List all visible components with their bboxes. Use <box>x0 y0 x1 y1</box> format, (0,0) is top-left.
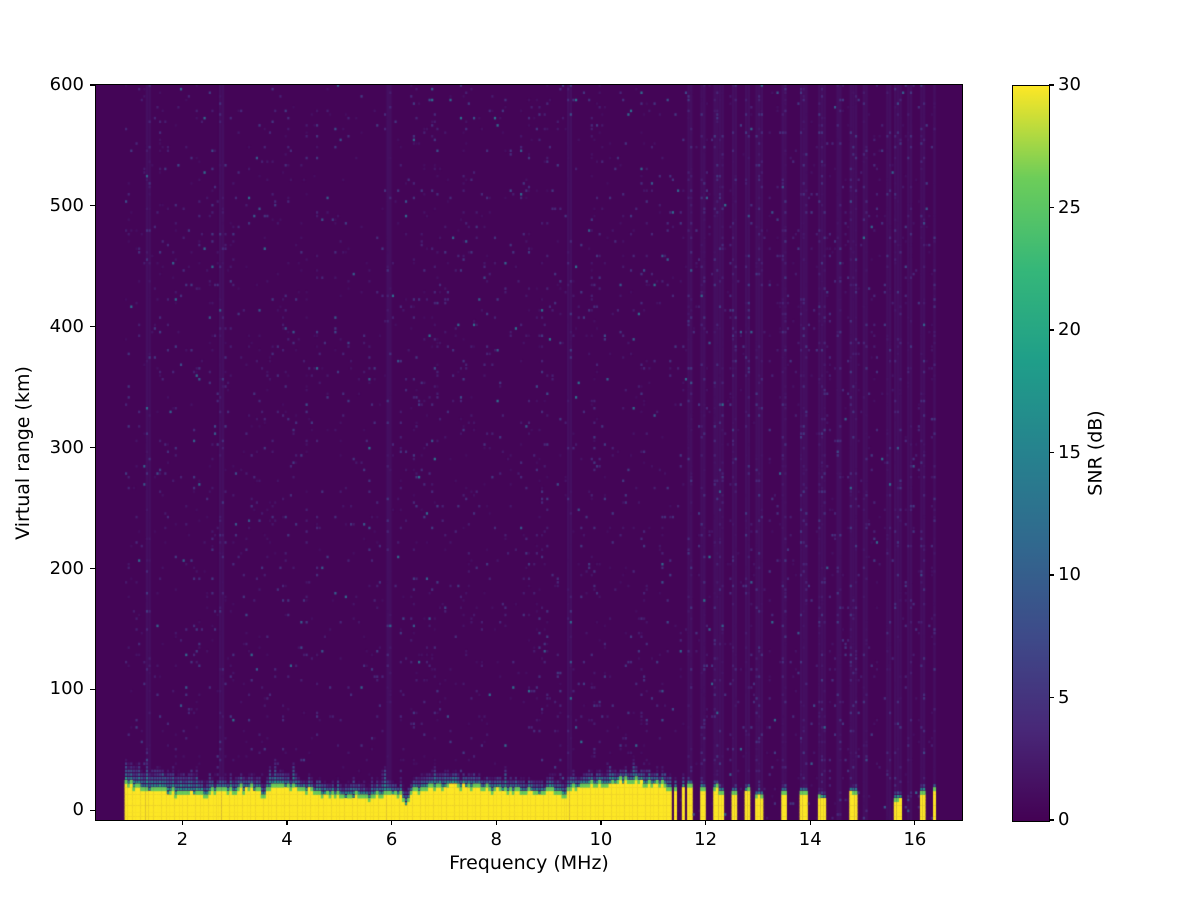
y-tick-label: 100 <box>49 678 84 700</box>
x-tick <box>286 820 288 825</box>
y-tick <box>90 326 96 328</box>
colorbar-tick <box>1049 574 1054 576</box>
colorbar-tick-label: 10 <box>1058 564 1081 585</box>
colorbar-tick-label: 20 <box>1058 319 1081 340</box>
y-tick-label: 0 <box>72 799 84 821</box>
ionogram-heatmap-canvas <box>96 85 962 820</box>
x-tick <box>705 820 707 825</box>
y-tick <box>90 447 96 449</box>
x-tick-label: 6 <box>385 829 398 850</box>
colorbar-label: SNR (dB) <box>1085 409 1107 496</box>
y-tick <box>90 688 96 691</box>
y-tick-label: 500 <box>49 194 84 216</box>
x-tick <box>495 820 497 825</box>
colorbar-tick-label: 15 <box>1058 441 1081 463</box>
y-tick <box>90 205 96 207</box>
colorbar-tick <box>1049 696 1054 699</box>
x-tick <box>181 820 183 825</box>
x-tick-label: 14 <box>798 829 822 850</box>
x-tick-label: 10 <box>589 829 613 850</box>
colorbar-tick <box>1049 206 1054 209</box>
colorbar-tick-label: 0 <box>1058 809 1070 830</box>
x-tick-label: 4 <box>281 829 293 850</box>
y-tick <box>90 567 96 570</box>
x-tick-label: 12 <box>694 829 718 850</box>
x-tick-label: 16 <box>903 829 927 850</box>
x-tick-label: 8 <box>490 829 502 850</box>
colorbar-tick-label: 25 <box>1058 196 1081 218</box>
colorbar-tick-label: 30 <box>1058 74 1081 95</box>
colorbar-tick <box>1049 451 1054 454</box>
colorbar <box>1012 85 1050 822</box>
y-tick-label: 300 <box>49 436 84 458</box>
x-tick <box>600 820 602 825</box>
colorbar-tick <box>1049 819 1054 821</box>
y-tick-label: 600 <box>49 74 84 95</box>
y-tick <box>90 84 96 86</box>
x-tick <box>391 820 393 825</box>
y-tick-label: 200 <box>49 557 84 579</box>
x-tick <box>914 820 916 825</box>
colorbar-tick <box>1049 329 1054 331</box>
x-tick <box>809 820 811 825</box>
x-tick-label: 2 <box>176 829 189 850</box>
colorbar-tick <box>1049 84 1054 86</box>
y-tick <box>90 809 96 811</box>
y-tick-label: 400 <box>49 315 84 337</box>
colorbar-tick-label: 5 <box>1058 686 1070 708</box>
x-axis-label: Frequency (MHz) <box>449 852 609 874</box>
